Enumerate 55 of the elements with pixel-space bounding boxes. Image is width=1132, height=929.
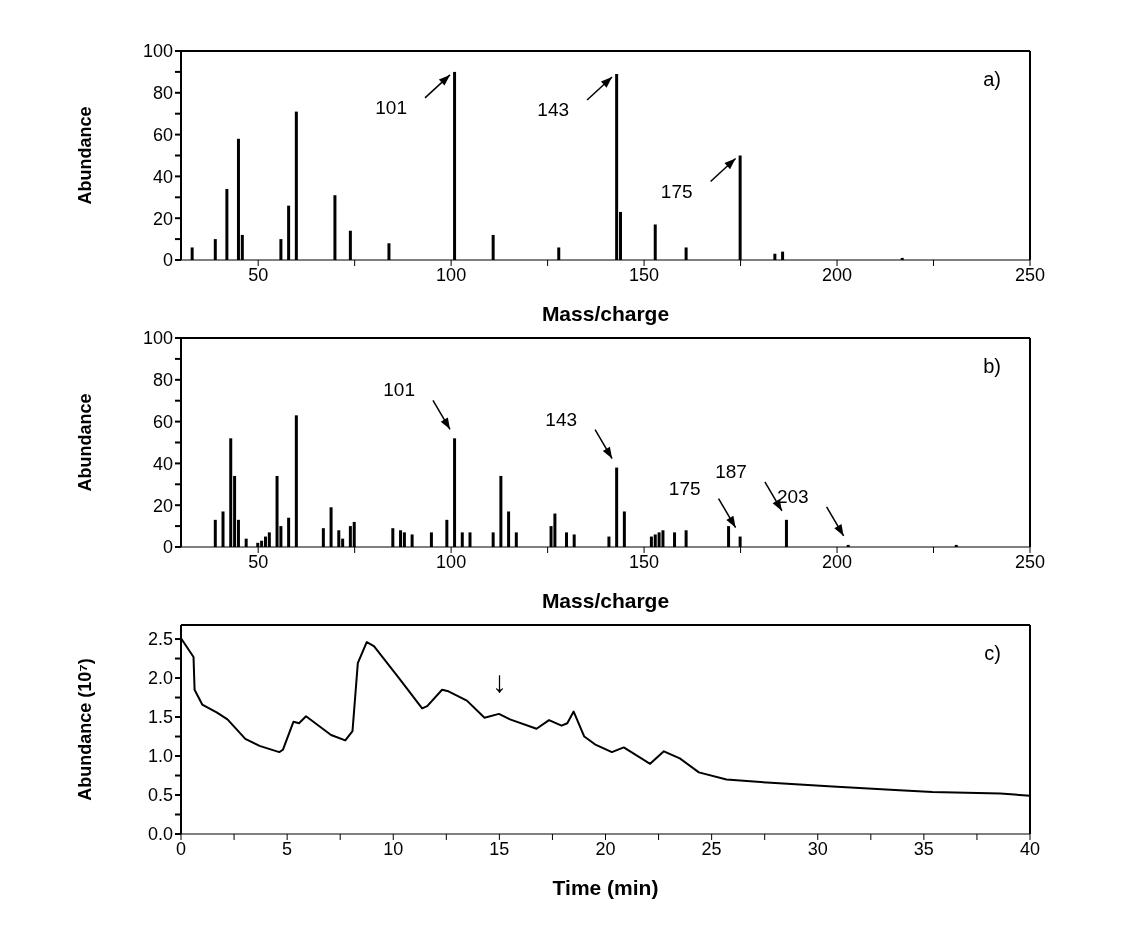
x-axis-title: Mass/charge [541,589,670,612]
annotation: 187 [715,460,747,482]
x-tick-label: 25 [701,838,722,859]
x-tick-label: 150 [629,264,660,285]
y-tick-label: 80 [152,83,173,104]
y-tick-label: 20 [152,208,173,229]
y-tick-label: 80 [152,370,173,391]
y-axis-title: Abundance (10⁷) [75,658,96,801]
y-tick-label: 60 [152,124,173,145]
annotation: b) [983,355,1001,378]
x-tick-label: 100 [436,264,467,285]
x-tick-label: 5 [282,838,293,859]
annotation: a) [983,68,1001,91]
x-tick-label: 35 [913,838,934,859]
x-tick-label: 50 [248,551,269,572]
annotation: 101 [383,379,415,401]
y-axis-title: Abundance [75,106,96,205]
x-tick-label: 200 [822,264,853,285]
annotation: 143 [545,408,578,430]
x-tick-label: 50 [248,264,269,285]
y-tick-label: 0.0 [147,824,173,845]
annotation: ↓ [491,664,507,698]
x-tick-label: 100 [436,551,467,572]
y-tick-label: 0.5 [147,785,173,806]
y-tick-label: 60 [152,411,173,432]
x-axis-title: Time (min) [552,876,659,899]
x-tick-label: 20 [595,838,616,859]
y-tick-label: 2.0 [147,668,173,689]
y-tick-label: 0 [162,250,173,271]
annotation: 175 [668,477,701,499]
annotation: 203 [776,485,809,507]
y-tick-label: 1.0 [147,746,173,767]
x-tick-label: 150 [629,551,660,572]
x-tick-label: 0 [175,838,187,859]
annotation: c) [984,642,1001,665]
y-axis-title: Abundance [75,393,96,492]
annotation: 101 [375,96,407,118]
y-tick-label: 40 [152,166,173,187]
x-tick-label: 200 [822,551,853,572]
x-tick-label: 250 [1014,264,1046,285]
x-tick-label: 40 [1019,838,1041,859]
y-tick-label: 100 [142,328,173,349]
x-tick-label: 15 [489,838,510,859]
y-tick-label: 100 [142,41,173,62]
x-tick-label: 10 [383,838,404,859]
y-tick-label: 40 [152,453,173,474]
y-tick-label: 1.5 [147,707,173,728]
y-tick-label: 0 [162,537,173,558]
x-axis-title: Mass/charge [541,302,670,325]
x-tick-label: 30 [807,838,828,859]
x-tick-label: 250 [1014,551,1046,572]
y-tick-label: 20 [152,495,173,516]
annotation: 175 [660,180,693,202]
y-tick-label: 2.5 [147,629,173,650]
annotation: 143 [537,98,570,120]
